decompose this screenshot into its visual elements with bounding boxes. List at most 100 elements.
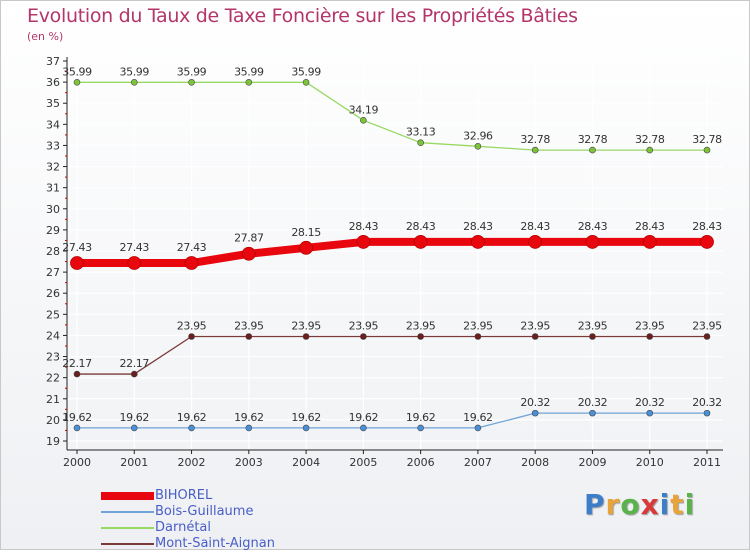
y-tick-label: 28 [46,245,60,258]
x-tick-label: 2007 [464,456,492,469]
logo-letter: t [670,488,685,521]
data-label-darnetal: 35.99 [62,65,92,78]
y-tick-label: 32 [46,161,60,174]
data-point-bois-guillaume [589,409,596,417]
data-label-bihorel: 28.43 [349,220,379,233]
data-label-darnetal: 32.78 [692,133,722,146]
y-tick-label: 20 [46,414,60,427]
data-point-bois-guillaume [531,409,539,417]
data-point-mont-saint-aignan [646,333,654,340]
data-point-mont-saint-aignan [130,370,138,378]
y-tick-label: 30 [46,203,60,216]
x-tick-label: 2009 [578,456,606,469]
logo-letter: x [640,488,660,521]
data-label-bois-guillaume: 19.62 [463,411,493,424]
data-label-bois-guillaume: 19.62 [234,411,264,424]
data-point-mont-saint-aignan [474,333,482,340]
data-label-bois-guillaume: 19.62 [177,411,207,424]
data-point-bois-guillaume [73,424,81,432]
data-label-darnetal: 35.99 [177,65,207,78]
data-label-mont-saint-aignan: 23.95 [520,320,550,333]
logo-letter: r [605,488,621,521]
data-point-mont-saint-aignan [531,333,539,340]
y-tick-label: 36 [46,76,60,89]
axis-layer: 19 20 21 22 23 24 25 26 27 28 29 30 31 32 33 34 35 36 37 20… [46,55,723,469]
y-tick-label: 29 [46,224,60,237]
series-line-bihorel [73,237,711,268]
data-point-bois-guillaume [188,424,195,432]
data-point-bihorel [127,256,142,270]
y-tick-label: 31 [46,182,60,195]
data-label-mont-saint-aignan: 23.95 [635,320,665,333]
data-point-mont-saint-aignan [417,333,424,340]
data-point-bihorel [585,235,600,249]
data-point-darnetal [531,146,539,154]
data-point-bihorel [471,235,485,249]
data-label-bois-guillaume: 19.62 [62,411,92,424]
y-tick-label: 35 [46,97,60,110]
data-label-mont-saint-aignan: 23.95 [406,320,436,333]
data-label-darnetal: 34.19 [349,103,379,116]
y-tick-label: 27 [46,266,60,279]
legend-swatch-bois-guillaume [101,511,154,513]
data-label-mont-saint-aignan: 23.95 [692,320,722,333]
data-point-mont-saint-aignan [589,333,596,340]
logo-letter: i [684,488,696,521]
data-label-mont-saint-aignan: 23.95 [578,320,608,333]
data-point-bois-guillaume [302,424,310,432]
data-label-darnetal: 35.99 [234,65,264,78]
data-point-darnetal [130,79,138,86]
x-tick-label: 2008 [521,456,549,469]
grid-layer [67,57,723,450]
data-label-bihorel: 27.43 [120,241,150,254]
legend-label-darnetal: Darnétal [155,520,212,535]
logo-letter: P [584,488,606,521]
y-tick-label: 21 [46,393,60,406]
x-tick-label: 2011 [693,456,721,469]
data-point-darnetal [73,79,81,86]
data-point-bois-guillaume [130,424,138,432]
data-label-darnetal: 35.99 [291,65,321,78]
data-label-bois-guillaume: 20.32 [578,396,608,409]
data-point-darnetal [302,79,310,86]
data-label-darnetal: 32.96 [463,129,493,142]
data-point-mont-saint-aignan [188,333,195,340]
data-label-mont-saint-aignan: 23.95 [234,320,264,333]
data-point-bihorel [184,256,199,270]
data-point-darnetal [188,79,195,86]
x-tick-label: 2001 [120,456,148,469]
series-line-bois-guillaume [76,412,708,429]
data-point-darnetal [360,117,367,124]
x-tick-label: 2006 [407,456,435,469]
data-point-darnetal [474,142,482,150]
data-label-mont-saint-aignan: 22.17 [62,357,92,370]
data-point-bois-guillaume [245,424,253,432]
data-label-bihorel: 28.43 [463,220,493,233]
data-label-darnetal: 32.78 [635,133,665,146]
data-point-bois-guillaume [360,424,367,432]
data-point-bois-guillaume [474,424,482,432]
y-tick-label: 26 [46,287,60,300]
y-tick-label: 25 [46,308,60,321]
proxiti-logo: Proxiti [584,488,695,521]
data-label-bihorel: 28.43 [635,220,665,233]
data-label-bois-guillaume: 19.62 [120,411,150,424]
data-label-bois-guillaume: 20.32 [692,396,722,409]
data-point-bihorel [700,235,714,249]
data-point-bihorel [70,256,84,270]
logo-letter: i [659,488,671,521]
legend-swatch-bihorel [101,492,154,500]
data-label-bois-guillaume: 20.32 [520,396,550,409]
data-point-mont-saint-aignan [360,333,367,340]
legend-label-mont-saint-aignan: Mont-Saint-Aignan [155,536,275,551]
x-tick-label: 2000 [63,456,91,469]
chart-title: Evolution du Taux de Taxe Foncière sur l… [27,5,578,27]
data-label-layer: 19.62 19.62 19.62 19.62 19.62 19.62 19.62 19.62… [62,65,722,424]
data-label-bihorel: 28.43 [520,220,550,233]
data-label-mont-saint-aignan: 23.95 [349,320,379,333]
chart-unit-label: (en %) [27,30,64,43]
data-label-mont-saint-aignan: 22.17 [120,357,150,370]
x-tick-label: 2010 [636,456,664,469]
legend-swatch-mont-saint-aignan [101,543,154,545]
